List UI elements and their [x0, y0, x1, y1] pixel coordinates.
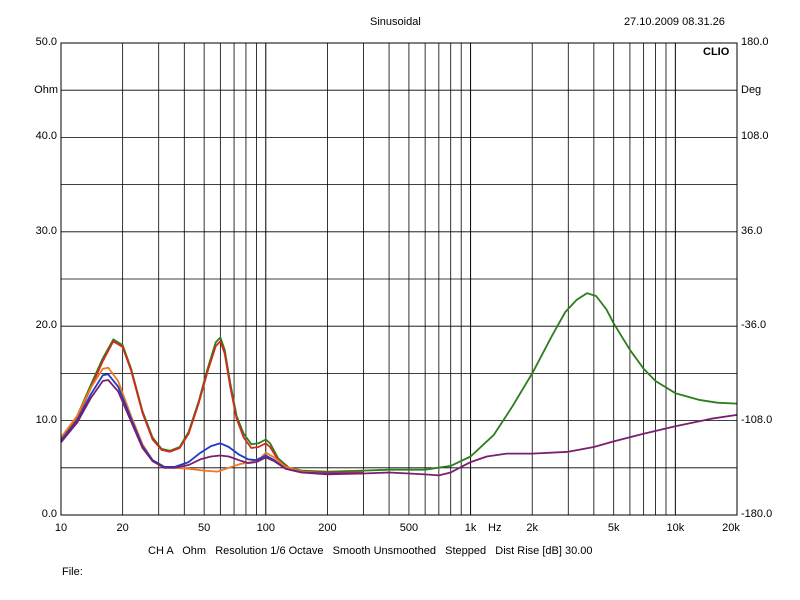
x-tick-label: 5k [607, 522, 620, 534]
x-tick-label: 2k [526, 522, 539, 534]
x-tick-label: 50 [198, 522, 211, 534]
y-axis-left-unit: Ohm [34, 84, 58, 96]
x-tick-label: 500 [399, 522, 419, 534]
x-tick-label: 20 [116, 522, 129, 534]
x-tick-label: 100 [256, 522, 275, 534]
chart-title: Sinusoidal [370, 16, 421, 28]
plot-frame [60, 42, 738, 516]
y-tick-right-label: 180.0 [741, 36, 769, 48]
y-tick-right-label: -180.0 [741, 508, 773, 520]
x-tick-label: 1k [464, 522, 477, 534]
y-tick-left-label: 30.0 [35, 224, 57, 237]
y-tick-right-label: 108.0 [741, 130, 769, 143]
y-tick-left-label: 40.0 [35, 130, 57, 143]
y-tick-left-label: 50.0 [35, 36, 57, 48]
x-tick-label: 200 [318, 522, 337, 534]
y-tick-left-label: 20.0 [35, 319, 57, 332]
x-tick-label: 10 [54, 522, 68, 534]
measurement-settings: CH A Ohm Resolution 1/6 Octave Smooth Un… [148, 545, 593, 557]
series-line-5 [60, 379, 738, 477]
y-tick-right-label: -36.0 [741, 319, 767, 332]
timestamp: 27.10.2009 08.31.26 [624, 16, 725, 28]
file-label: File: [62, 566, 83, 578]
chart-grid-major [61, 43, 737, 515]
x-tick-label: 10k [666, 522, 685, 534]
series-line-3 [60, 366, 364, 475]
y-axis-right-unit: Deg [741, 84, 762, 96]
x-tick-label: 20k [722, 522, 740, 534]
y-tick-right-label: -108.0 [741, 413, 773, 426]
series-line-4 [60, 373, 364, 475]
y-tick-left-label: 10.0 [35, 413, 57, 426]
y-tick-right-label: 36.0 [741, 224, 763, 237]
series-line-2 [60, 340, 364, 474]
series-line-1 [60, 292, 738, 473]
y-tick-left-label: 0.0 [41, 508, 57, 520]
x-axis-unit: Hz [488, 522, 502, 534]
chart-series-layer [60, 292, 738, 477]
brand-logo: CLIO [703, 46, 730, 58]
